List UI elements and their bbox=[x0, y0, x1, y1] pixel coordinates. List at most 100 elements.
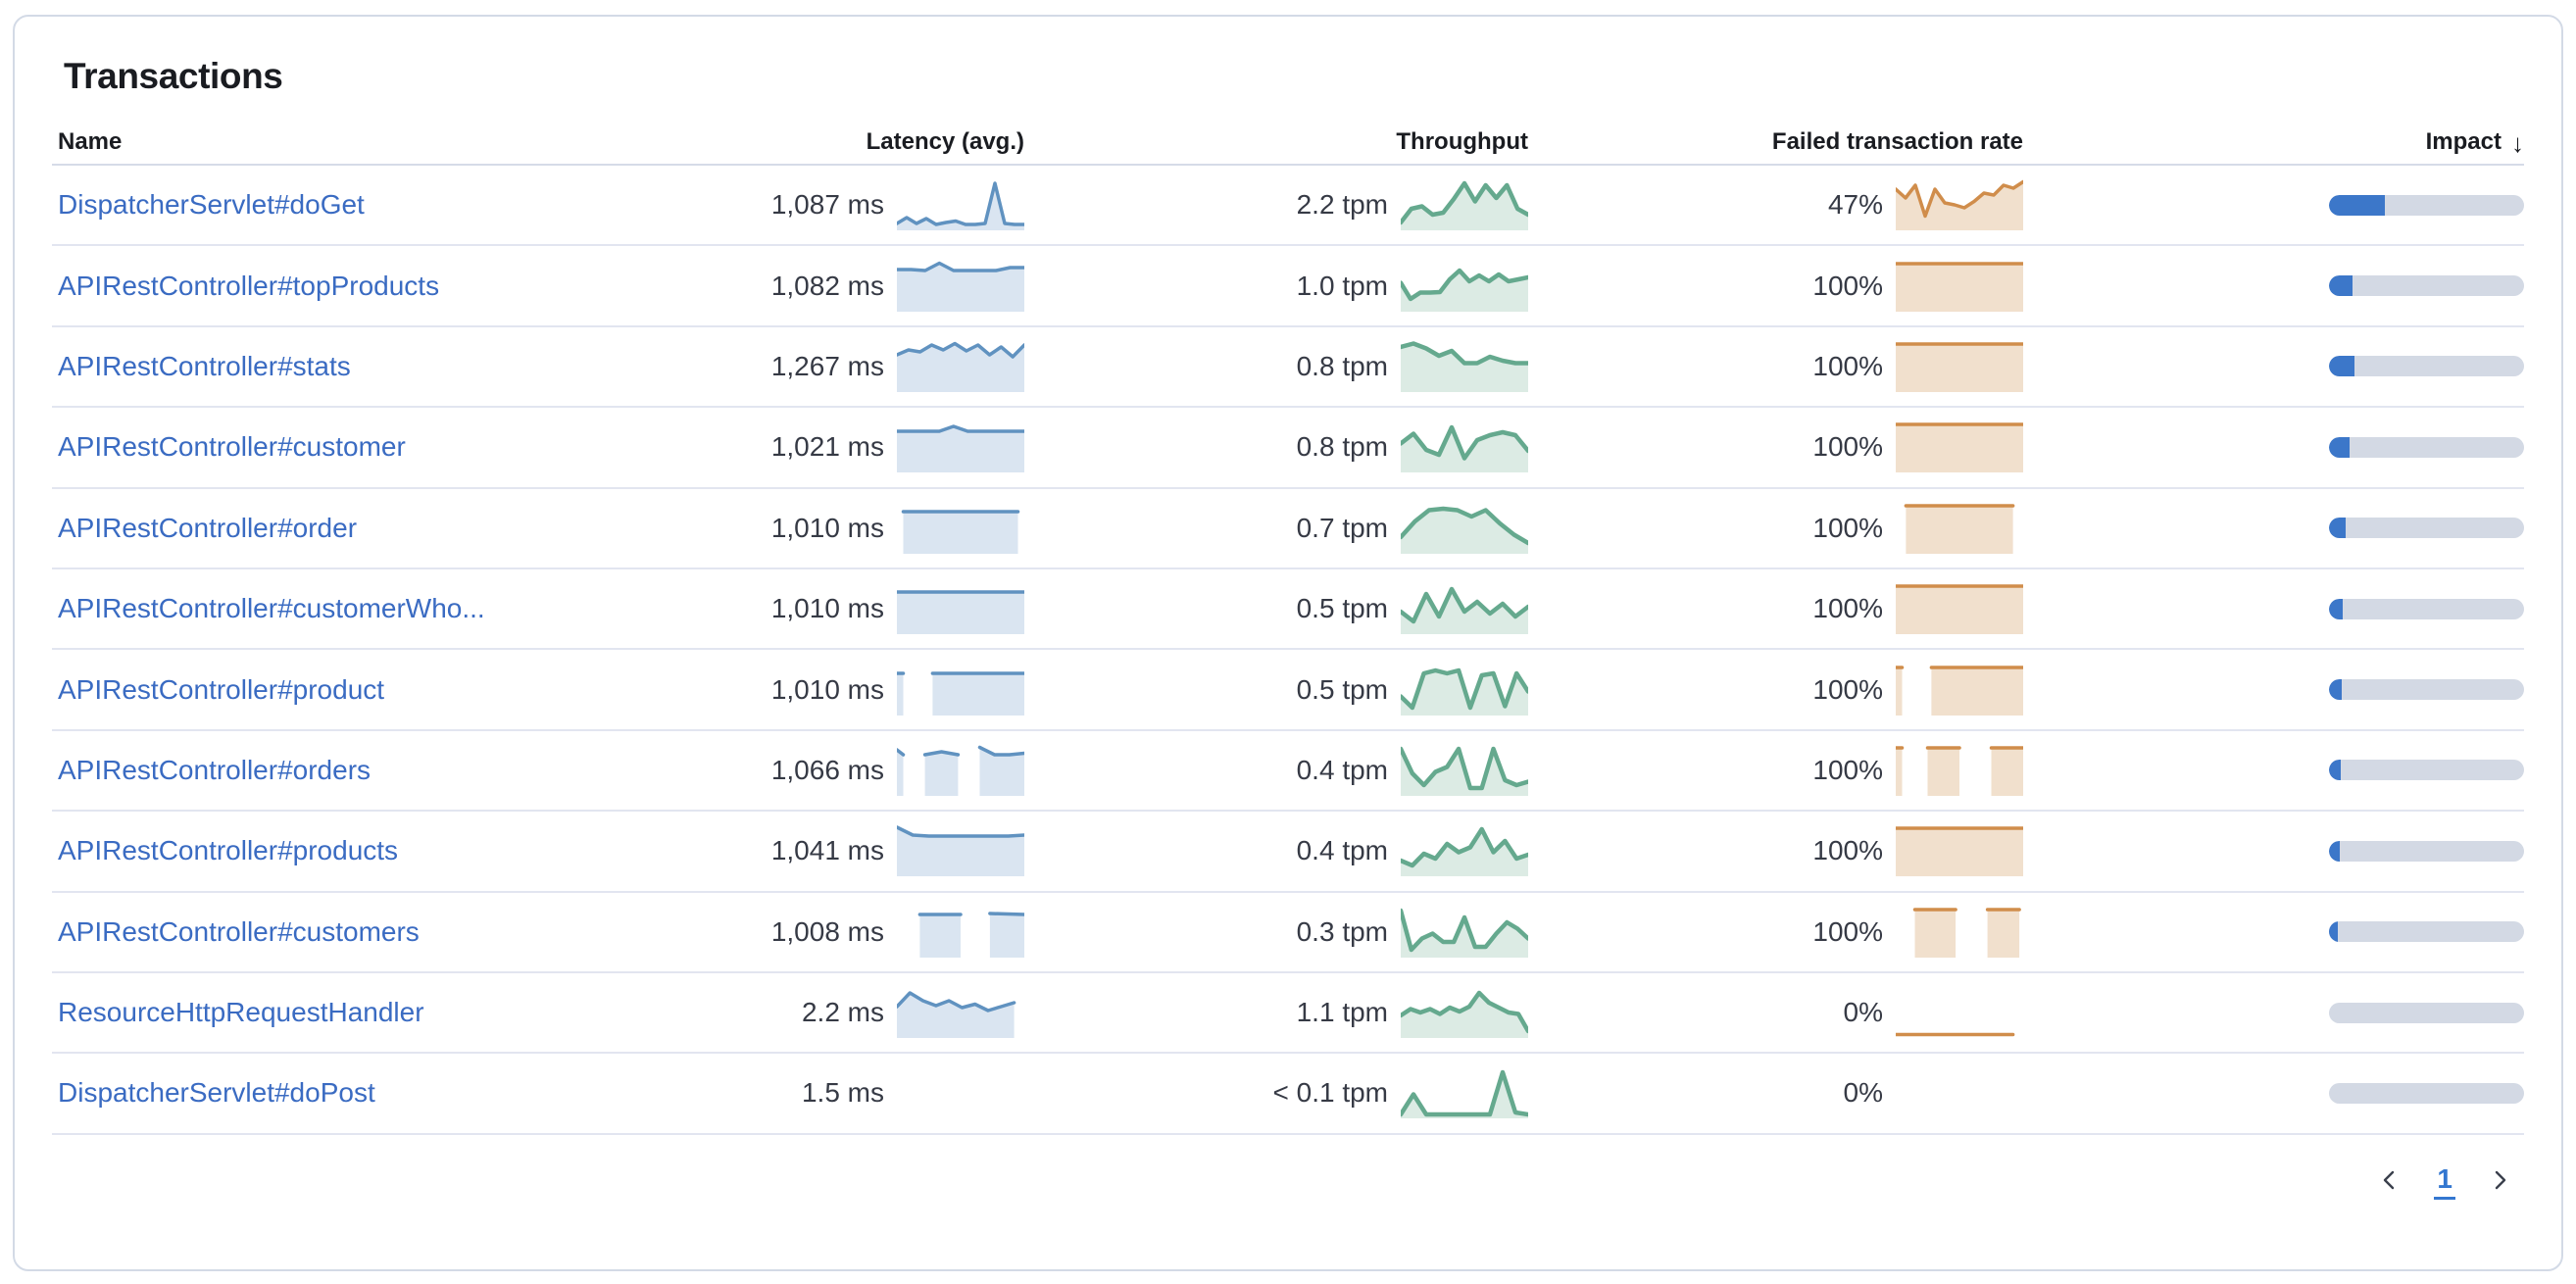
transaction-link[interactable]: APIRestController#products bbox=[58, 835, 399, 866]
latency-value: 1.5 ms bbox=[801, 1077, 884, 1109]
throughput-sparkline bbox=[1401, 823, 1528, 878]
next-page-button[interactable] bbox=[2479, 1161, 2522, 1204]
previous-page-button[interactable] bbox=[2367, 1161, 2410, 1204]
panel-title: Transactions bbox=[64, 56, 283, 96]
throughput-value: 0.8 tpm bbox=[1296, 431, 1388, 463]
transaction-link[interactable]: APIRestController#order bbox=[58, 512, 358, 543]
latency-value: 1,008 ms bbox=[770, 915, 884, 947]
failed-rate-value: 100% bbox=[1812, 593, 1883, 624]
impact-bar bbox=[2329, 598, 2524, 619]
table-row: ResourceHttpRequestHandler 2.2 ms 1.1 tp… bbox=[52, 973, 2524, 1055]
transaction-link[interactable]: APIRestController#customers bbox=[58, 915, 420, 947]
throughput-sparkline bbox=[1401, 905, 1528, 960]
table-row: APIRestController#order 1,010 ms 0.7 tpm… bbox=[52, 489, 2524, 569]
latency-value: 1,010 ms bbox=[770, 673, 884, 705]
impact-bar-fill bbox=[2329, 194, 2385, 216]
impact-bar-fill bbox=[2329, 518, 2346, 539]
transaction-link[interactable]: APIRestController#customerWho... bbox=[58, 593, 485, 624]
impact-bar-fill bbox=[2329, 760, 2341, 781]
failed-rate-sparkline bbox=[1896, 1065, 2023, 1120]
failed-rate-value: 100% bbox=[1812, 754, 1883, 785]
latency-value: 2.2 ms bbox=[801, 997, 884, 1028]
failed-rate-value: 100% bbox=[1812, 835, 1883, 866]
impact-bar-fill bbox=[2329, 921, 2338, 943]
impact-bar bbox=[2329, 275, 2524, 297]
transaction-link[interactable]: APIRestController#orders bbox=[58, 754, 372, 785]
column-header-throughput[interactable]: Throughput bbox=[1396, 128, 1528, 155]
failed-rate-value: 47% bbox=[1827, 189, 1883, 221]
chevron-left-icon bbox=[2374, 1165, 2403, 1198]
latency-value: 1,010 ms bbox=[770, 593, 884, 624]
failed-rate-sparkline bbox=[1896, 985, 2023, 1040]
transaction-link[interactable]: APIRestController#customer bbox=[58, 431, 406, 463]
throughput-value: 1.0 tpm bbox=[1296, 270, 1388, 301]
transaction-link[interactable]: APIRestController#stats bbox=[58, 350, 351, 381]
failed-rate-value: 0% bbox=[1843, 1077, 1883, 1109]
latency-sparkline bbox=[897, 259, 1024, 314]
latency-value: 1,021 ms bbox=[770, 431, 884, 463]
failed-rate-sparkline bbox=[1896, 823, 2023, 878]
table-row: APIRestController#stats 1,267 ms 0.8 tpm… bbox=[52, 327, 2524, 409]
impact-bar bbox=[2329, 356, 2524, 377]
table-row: APIRestController#products 1,041 ms 0.4 … bbox=[52, 812, 2524, 893]
latency-sparkline bbox=[897, 339, 1024, 394]
latency-value: 1,041 ms bbox=[770, 835, 884, 866]
transaction-link[interactable]: ResourceHttpRequestHandler bbox=[58, 997, 424, 1028]
transaction-link[interactable]: DispatcherServlet#doPost bbox=[58, 1077, 375, 1109]
failed-rate-sparkline bbox=[1896, 420, 2023, 474]
table-row: DispatcherServlet#doPost 1.5 ms < 0.1 tp… bbox=[52, 1054, 2524, 1135]
failed-rate-sparkline bbox=[1896, 501, 2023, 556]
failed-rate-value: 100% bbox=[1812, 270, 1883, 301]
throughput-sparkline bbox=[1401, 985, 1528, 1040]
throughput-sparkline bbox=[1401, 420, 1528, 474]
throughput-sparkline bbox=[1401, 501, 1528, 556]
impact-bar-fill bbox=[2329, 275, 2353, 297]
column-header-latency[interactable]: Latency (avg.) bbox=[866, 128, 1024, 155]
column-header-failed-rate[interactable]: Failed transaction rate bbox=[1771, 128, 2023, 155]
table-row: APIRestController#orders 1,066 ms 0.4 tp… bbox=[52, 731, 2524, 813]
latency-sparkline bbox=[897, 501, 1024, 556]
failed-rate-sparkline bbox=[1896, 743, 2023, 798]
transactions-panel: Transactions Name Latency (avg.) Through… bbox=[13, 15, 2563, 1271]
throughput-value: 0.3 tpm bbox=[1296, 915, 1388, 947]
latency-sparkline bbox=[897, 823, 1024, 878]
transaction-link[interactable]: APIRestController#product bbox=[58, 673, 385, 705]
latency-sparkline bbox=[897, 420, 1024, 474]
throughput-value: 0.8 tpm bbox=[1296, 350, 1388, 381]
impact-bar bbox=[2329, 1002, 2524, 1023]
throughput-sparkline bbox=[1401, 743, 1528, 798]
impact-bar-fill bbox=[2329, 598, 2343, 619]
latency-sparkline bbox=[897, 663, 1024, 717]
latency-sparkline bbox=[897, 905, 1024, 960]
impact-bar bbox=[2329, 921, 2524, 943]
table-row: APIRestController#topProducts 1,082 ms 1… bbox=[52, 246, 2524, 327]
failed-rate-value: 100% bbox=[1812, 431, 1883, 463]
page-number-current[interactable]: 1 bbox=[2434, 1163, 2455, 1201]
impact-bar bbox=[2329, 760, 2524, 781]
transaction-link[interactable]: APIRestController#topProducts bbox=[58, 270, 440, 301]
impact-bar-fill bbox=[2329, 840, 2340, 862]
column-header-impact[interactable]: Impact ↓ bbox=[2023, 127, 2524, 158]
impact-bar bbox=[2329, 840, 2524, 862]
column-header-name[interactable]: Name bbox=[58, 128, 123, 155]
latency-value: 1,010 ms bbox=[770, 512, 884, 543]
throughput-sparkline bbox=[1401, 663, 1528, 717]
sort-descending-icon: ↓ bbox=[2511, 127, 2524, 158]
chevron-right-icon bbox=[2486, 1165, 2515, 1198]
impact-bar-fill bbox=[2329, 436, 2350, 458]
latency-sparkline bbox=[897, 177, 1024, 232]
latency-sparkline bbox=[897, 985, 1024, 1040]
throughput-value: 0.7 tpm bbox=[1296, 512, 1388, 543]
transaction-link[interactable]: DispatcherServlet#doGet bbox=[58, 189, 365, 221]
latency-value: 1,267 ms bbox=[770, 350, 884, 381]
failed-rate-sparkline bbox=[1896, 177, 2023, 232]
throughput-sparkline bbox=[1401, 581, 1528, 636]
failed-rate-value: 100% bbox=[1812, 512, 1883, 543]
impact-bar bbox=[2329, 436, 2524, 458]
throughput-value: 0.4 tpm bbox=[1296, 835, 1388, 866]
impact-bar bbox=[2329, 679, 2524, 701]
latency-value: 1,087 ms bbox=[770, 189, 884, 221]
throughput-value: 0.4 tpm bbox=[1296, 754, 1388, 785]
table-body: DispatcherServlet#doGet 1,087 ms 2.2 tpm… bbox=[52, 166, 2524, 1135]
throughput-sparkline bbox=[1401, 259, 1528, 314]
